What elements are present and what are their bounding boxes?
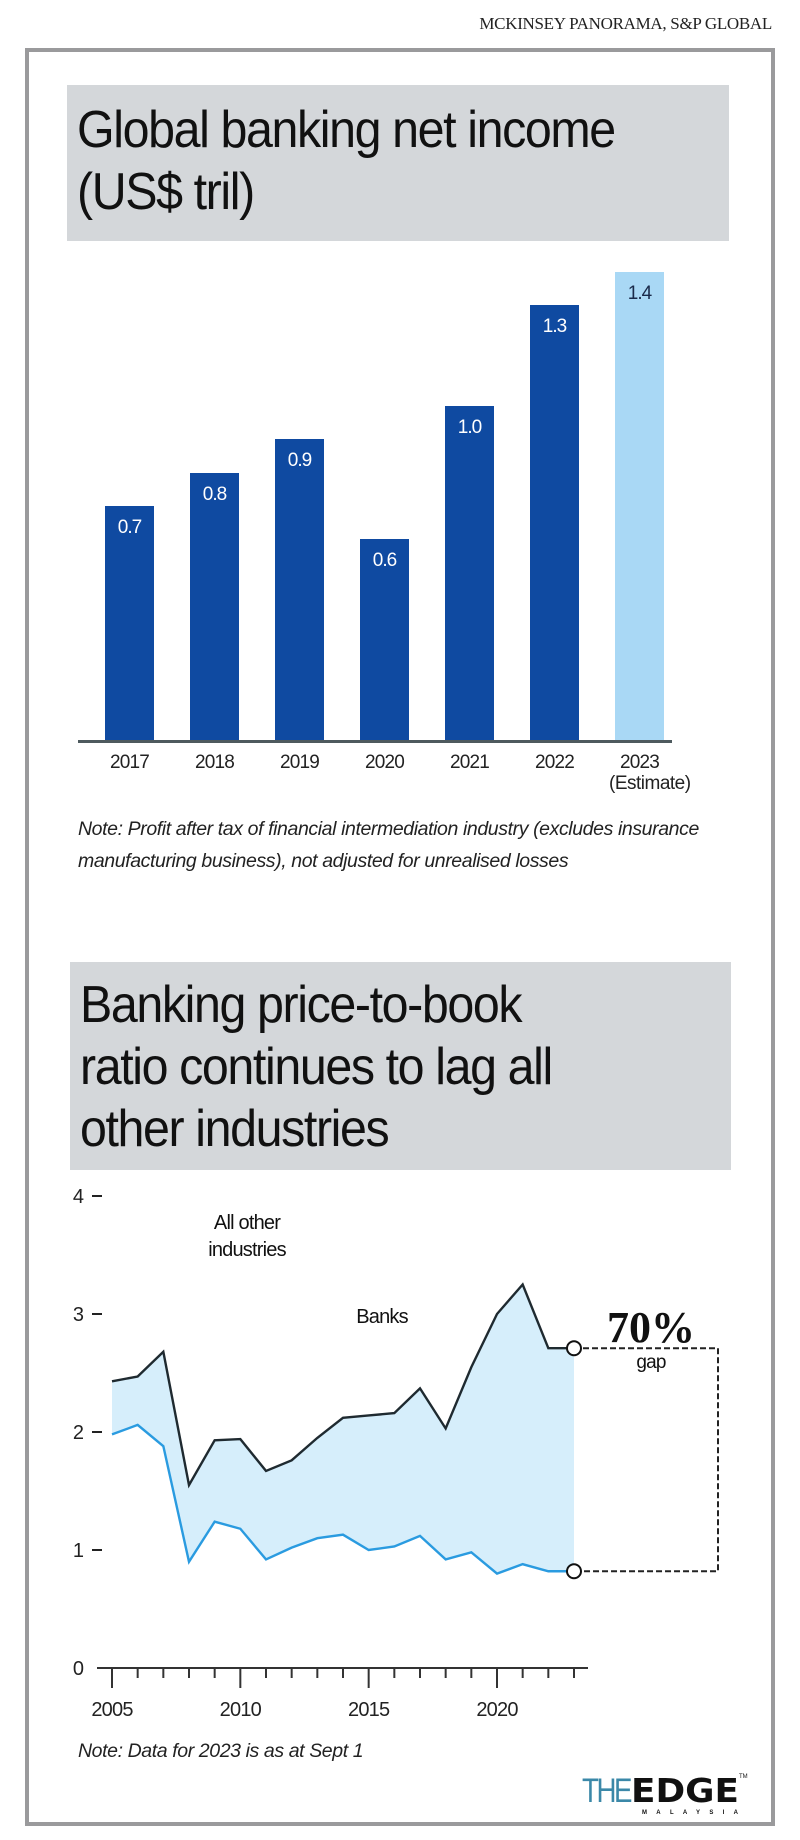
x-tick-label: 2005 [91, 1699, 133, 1721]
gap-value: 70% [607, 1303, 695, 1352]
bar-chart-title: Global banking net income (US$ tril) [77, 99, 616, 223]
bar-2017 [105, 506, 154, 740]
x-tick-label: 2010 [220, 1699, 262, 1721]
bar-chart-note: Note: Profit after tax of financial inte… [78, 818, 699, 872]
y-tick-label: 2 [73, 1422, 84, 1444]
title-line: ratio continues to lag all [80, 1038, 553, 1096]
series-line-all-other-industries [111, 1282, 574, 1489]
gap-label: gap [636, 1352, 666, 1373]
series-label-all-other-industries: All other [214, 1212, 281, 1234]
title-line: Global banking net income [77, 101, 616, 159]
x-tick-label: 2020 [476, 1699, 518, 1721]
gap-bracket [574, 1347, 719, 1573]
x-tick-label: 2022 [534, 752, 575, 773]
infographic-frame [25, 48, 775, 1826]
logo-tm: TM [739, 1774, 748, 1780]
y-tick-label: 3 [73, 1304, 84, 1326]
series-label-all-other-industries: industries [208, 1239, 286, 1261]
x-tick-label: 2020 [364, 752, 405, 773]
bar-value-label: 0.6 [372, 550, 397, 572]
line-chart-title: Banking price-to-book ratio continues to… [80, 974, 553, 1160]
x-tick-label: 2015 [348, 1699, 390, 1721]
bar-value-label: 0.7 [117, 517, 142, 538]
end-marker-banks [566, 1563, 582, 1580]
title-line: (US$ tril) [77, 163, 255, 221]
bar-chart-baseline [78, 740, 672, 743]
title-line: Banking price-to-book [80, 976, 523, 1034]
logo-the: THE [582, 1772, 632, 1810]
line-chart-title-box: Banking price-to-book ratio continues to… [70, 962, 731, 1170]
bar-2023 [615, 272, 664, 740]
end-marker-all-other-industries [566, 1340, 582, 1357]
bar-2018 [190, 472, 239, 740]
x-tick-label: 2019 [279, 752, 320, 773]
gap-area [112, 1284, 574, 1574]
bar-value-label: 1.3 [542, 316, 567, 338]
bar-value-label: 1.0 [457, 416, 482, 438]
x-tick-label: 2017 [109, 752, 150, 773]
bar-value-label: 1.4 [627, 283, 652, 304]
logo-malaysia: MALAYSIA [642, 1810, 739, 1816]
bar-chart-title-box: Global banking net income (US$ tril) [67, 85, 729, 241]
bar-2020 [360, 539, 409, 740]
y-tick-label: 0 [73, 1658, 84, 1680]
line-chart-note: Note: Data for 2023 is as at Sept 1 [78, 1740, 364, 1762]
bar-value-label: 0.8 [202, 483, 227, 505]
x-tick-label: 2018 [194, 752, 235, 773]
y-tick-label: 1 [73, 1540, 84, 1562]
series-label-banks: Banks [356, 1306, 408, 1328]
logo-edge: EDGE [631, 1771, 739, 1810]
title-line: other industries [80, 1100, 390, 1158]
x-tick-label: 2023 [619, 752, 660, 773]
the-edge-logo: THE EDGE TM MALAYSIA [582, 1771, 748, 1816]
x-tick-label: 2021 [449, 752, 490, 773]
source-credit: MCKINSEY PANORAMA, S&P GLOBAL [479, 14, 772, 33]
bar-2019 [275, 439, 324, 740]
series-line-banks [111, 1423, 574, 1575]
bar-2022 [530, 305, 579, 740]
estimate-label: (Estimate) [609, 773, 691, 794]
bar-2021 [445, 405, 494, 740]
bar-value-label: 0.9 [287, 450, 312, 472]
y-tick-label: 4 [73, 1186, 84, 1208]
